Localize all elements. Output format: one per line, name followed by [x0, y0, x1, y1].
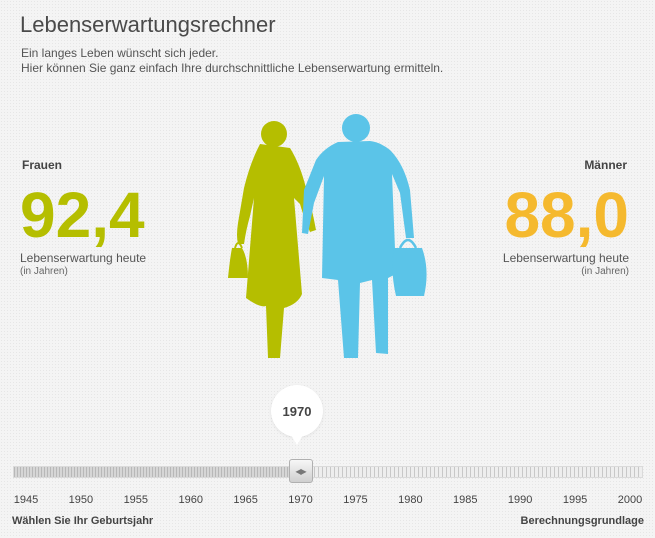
year-tick-1980: 1980	[398, 494, 423, 506]
choose-birth-year-label: Wählen Sie Ihr Geburtsjahr	[12, 515, 154, 527]
women-label: Frauen	[22, 158, 63, 172]
page-title: Lebenserwartungsrechner	[20, 12, 276, 37]
men-label: Männer	[584, 158, 627, 172]
year-tick-labels: 1945 1950 1955 1960 1965 1970 1975 1980 1985 1990…	[0, 494, 655, 508]
year-tick-1975: 1975	[343, 494, 368, 506]
year-tick-1965: 1965	[233, 494, 258, 506]
women-expectancy-label: Lebenserwartung heute	[20, 251, 147, 265]
women-unit-label: (in Jahren)	[20, 266, 68, 277]
slider-filled-range	[14, 467, 302, 477]
couple-silhouette	[228, 114, 427, 358]
intro-line-2: Hier können Sie ganz einfach Ihre durchs…	[21, 61, 444, 75]
year-tick-1950: 1950	[68, 494, 94, 506]
men-life-expectancy-value: 88,0	[504, 179, 629, 251]
year-tick-1955: 1955	[123, 494, 149, 506]
year-tick-1960: 1960	[178, 494, 203, 506]
man-silhouette-icon	[302, 114, 427, 358]
year-tick-1945: 1945	[13, 494, 39, 506]
intro-text: Ein langes Leben wünscht sich jeder. Hie…	[21, 46, 443, 76]
women-life-expectancy-value: 92,4	[20, 179, 145, 251]
woman-silhouette-icon	[228, 121, 316, 358]
year-tick-1970: 1970	[288, 494, 313, 506]
men-expectancy-label: Lebenserwartung heute	[502, 251, 629, 265]
calculation-basis-link[interactable]: Berechnungsgrundlage	[520, 515, 644, 527]
year-tick-1985: 1985	[453, 494, 478, 506]
birth-year-slider-track[interactable]	[13, 466, 643, 478]
year-tick-2000: 2000	[617, 494, 643, 506]
slider-arrows-icon: ◀▶	[295, 466, 306, 476]
intro-line-1: Ein langes Leben wünscht sich jeder.	[21, 46, 219, 60]
men-unit-label: (in Jahren)	[581, 266, 629, 277]
slider-thumb[interactable]: ◀▶	[288, 459, 313, 483]
selected-year-bubble: 1970	[271, 385, 323, 445]
year-tick-1990: 1990	[507, 494, 533, 506]
year-tick-1995: 1995	[562, 494, 588, 506]
